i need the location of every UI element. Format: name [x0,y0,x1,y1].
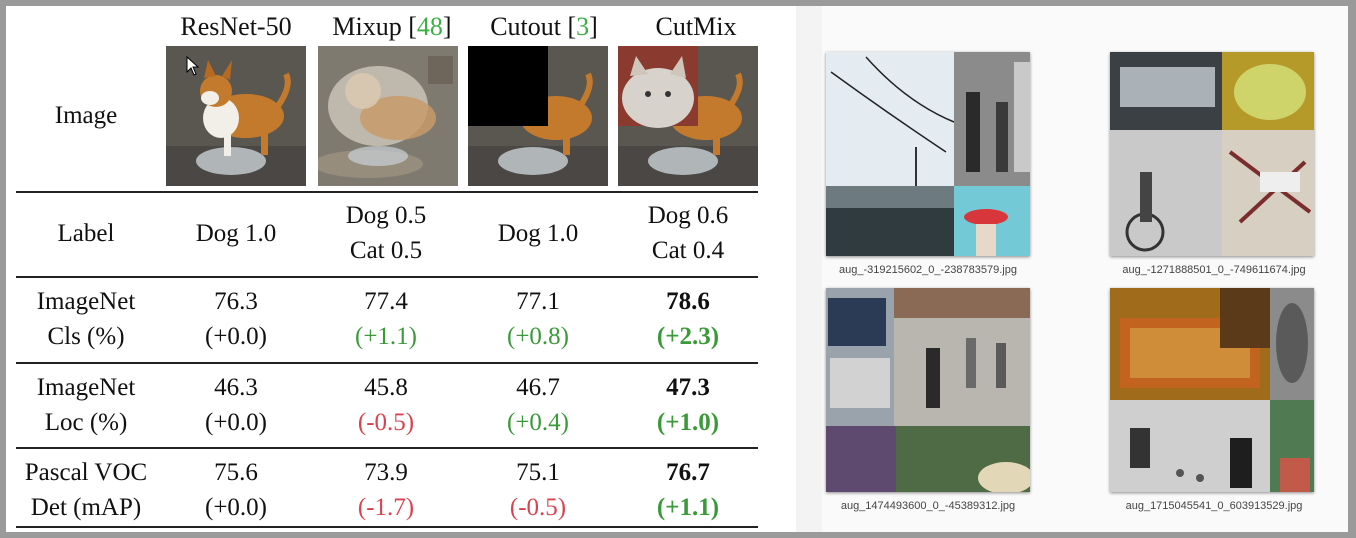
table-cell: 75.1 (-0.5) [509,459,567,521]
table-cell: 73.9 (-1.7) [357,459,415,521]
table-rule [16,526,758,528]
column-header-resnet50: ResNet-50 [180,12,292,41]
dog-thumbnail-cutmix [618,46,758,186]
table-rule [16,447,758,449]
table-cell: Dog 1.0 [195,220,277,247]
table-cell: 76.3 (+0.0) [205,288,267,350]
column-header-mixup: Mixup [48] [332,12,452,41]
file-name-label[interactable]: aug_-1271888501_0_-749611674.jpg [1122,264,1306,276]
row-label-pascal-voc: Pascal VOC Det (mAP) [24,459,148,521]
row-label-imagenet-loc: ImageNet Loc (%) [36,374,136,436]
gallery-thumbnail[interactable] [1110,52,1314,256]
citation-link[interactable]: 48 [416,12,443,41]
table-cell: 77.1 (+0.8) [507,288,569,350]
table-cell-best: 76.7 (+1.1) [656,459,720,521]
table-cell: 46.7 (+0.4) [507,374,569,436]
panel-divider [796,6,822,532]
dog-thumbnail-resnet50 [166,46,306,186]
column-header-cutmix: CutMix [655,12,737,41]
gallery-thumbnail[interactable] [826,52,1030,256]
table-cell: 77.4 (+1.1) [355,288,417,350]
mouse-cursor-icon [186,56,200,76]
row-label-image: Image [54,102,118,129]
table-rule [16,362,758,364]
file-name-label[interactable]: aug_-319215602_0_-238783579.jpg [838,264,1017,276]
table-rule [16,276,758,278]
table-rule [16,191,758,193]
table-cell: 46.3 (+0.0) [205,374,267,436]
dog-thumbnail-cutout [468,46,608,186]
citation-link[interactable]: 3 [576,12,590,41]
screen-frame: ResNet-50 Mixup [48] Cutout [3] CutMix I… [6,6,1348,532]
column-header-cutout: Cutout [3] [490,12,598,41]
table-cell-best: 78.6 (+2.3) [656,288,720,350]
dog-thumbnail-mixup [318,46,458,186]
gallery-thumbnail[interactable] [826,288,1030,492]
table-cell: 45.8 (-0.5) [357,374,415,436]
file-name-label[interactable]: aug_1715045541_0_603913529.jpg [1125,500,1303,512]
gallery-thumbnail[interactable] [1110,288,1314,492]
table-cell-best: 47.3 (+1.0) [656,374,720,436]
file-name-label[interactable]: aug_1474493600_0_-45389312.jpg [840,500,1016,512]
table-cell: 75.6 (+0.0) [205,459,267,521]
row-label-imagenet-cls: ImageNet Cls (%) [36,288,136,350]
table-cell: Dog 0.6 Cat 0.4 [647,202,729,264]
table-cell: Dog 1.0 [497,220,579,247]
row-label-label: Label [57,220,115,247]
table-cell: Dog 0.5 Cat 0.5 [345,202,427,264]
